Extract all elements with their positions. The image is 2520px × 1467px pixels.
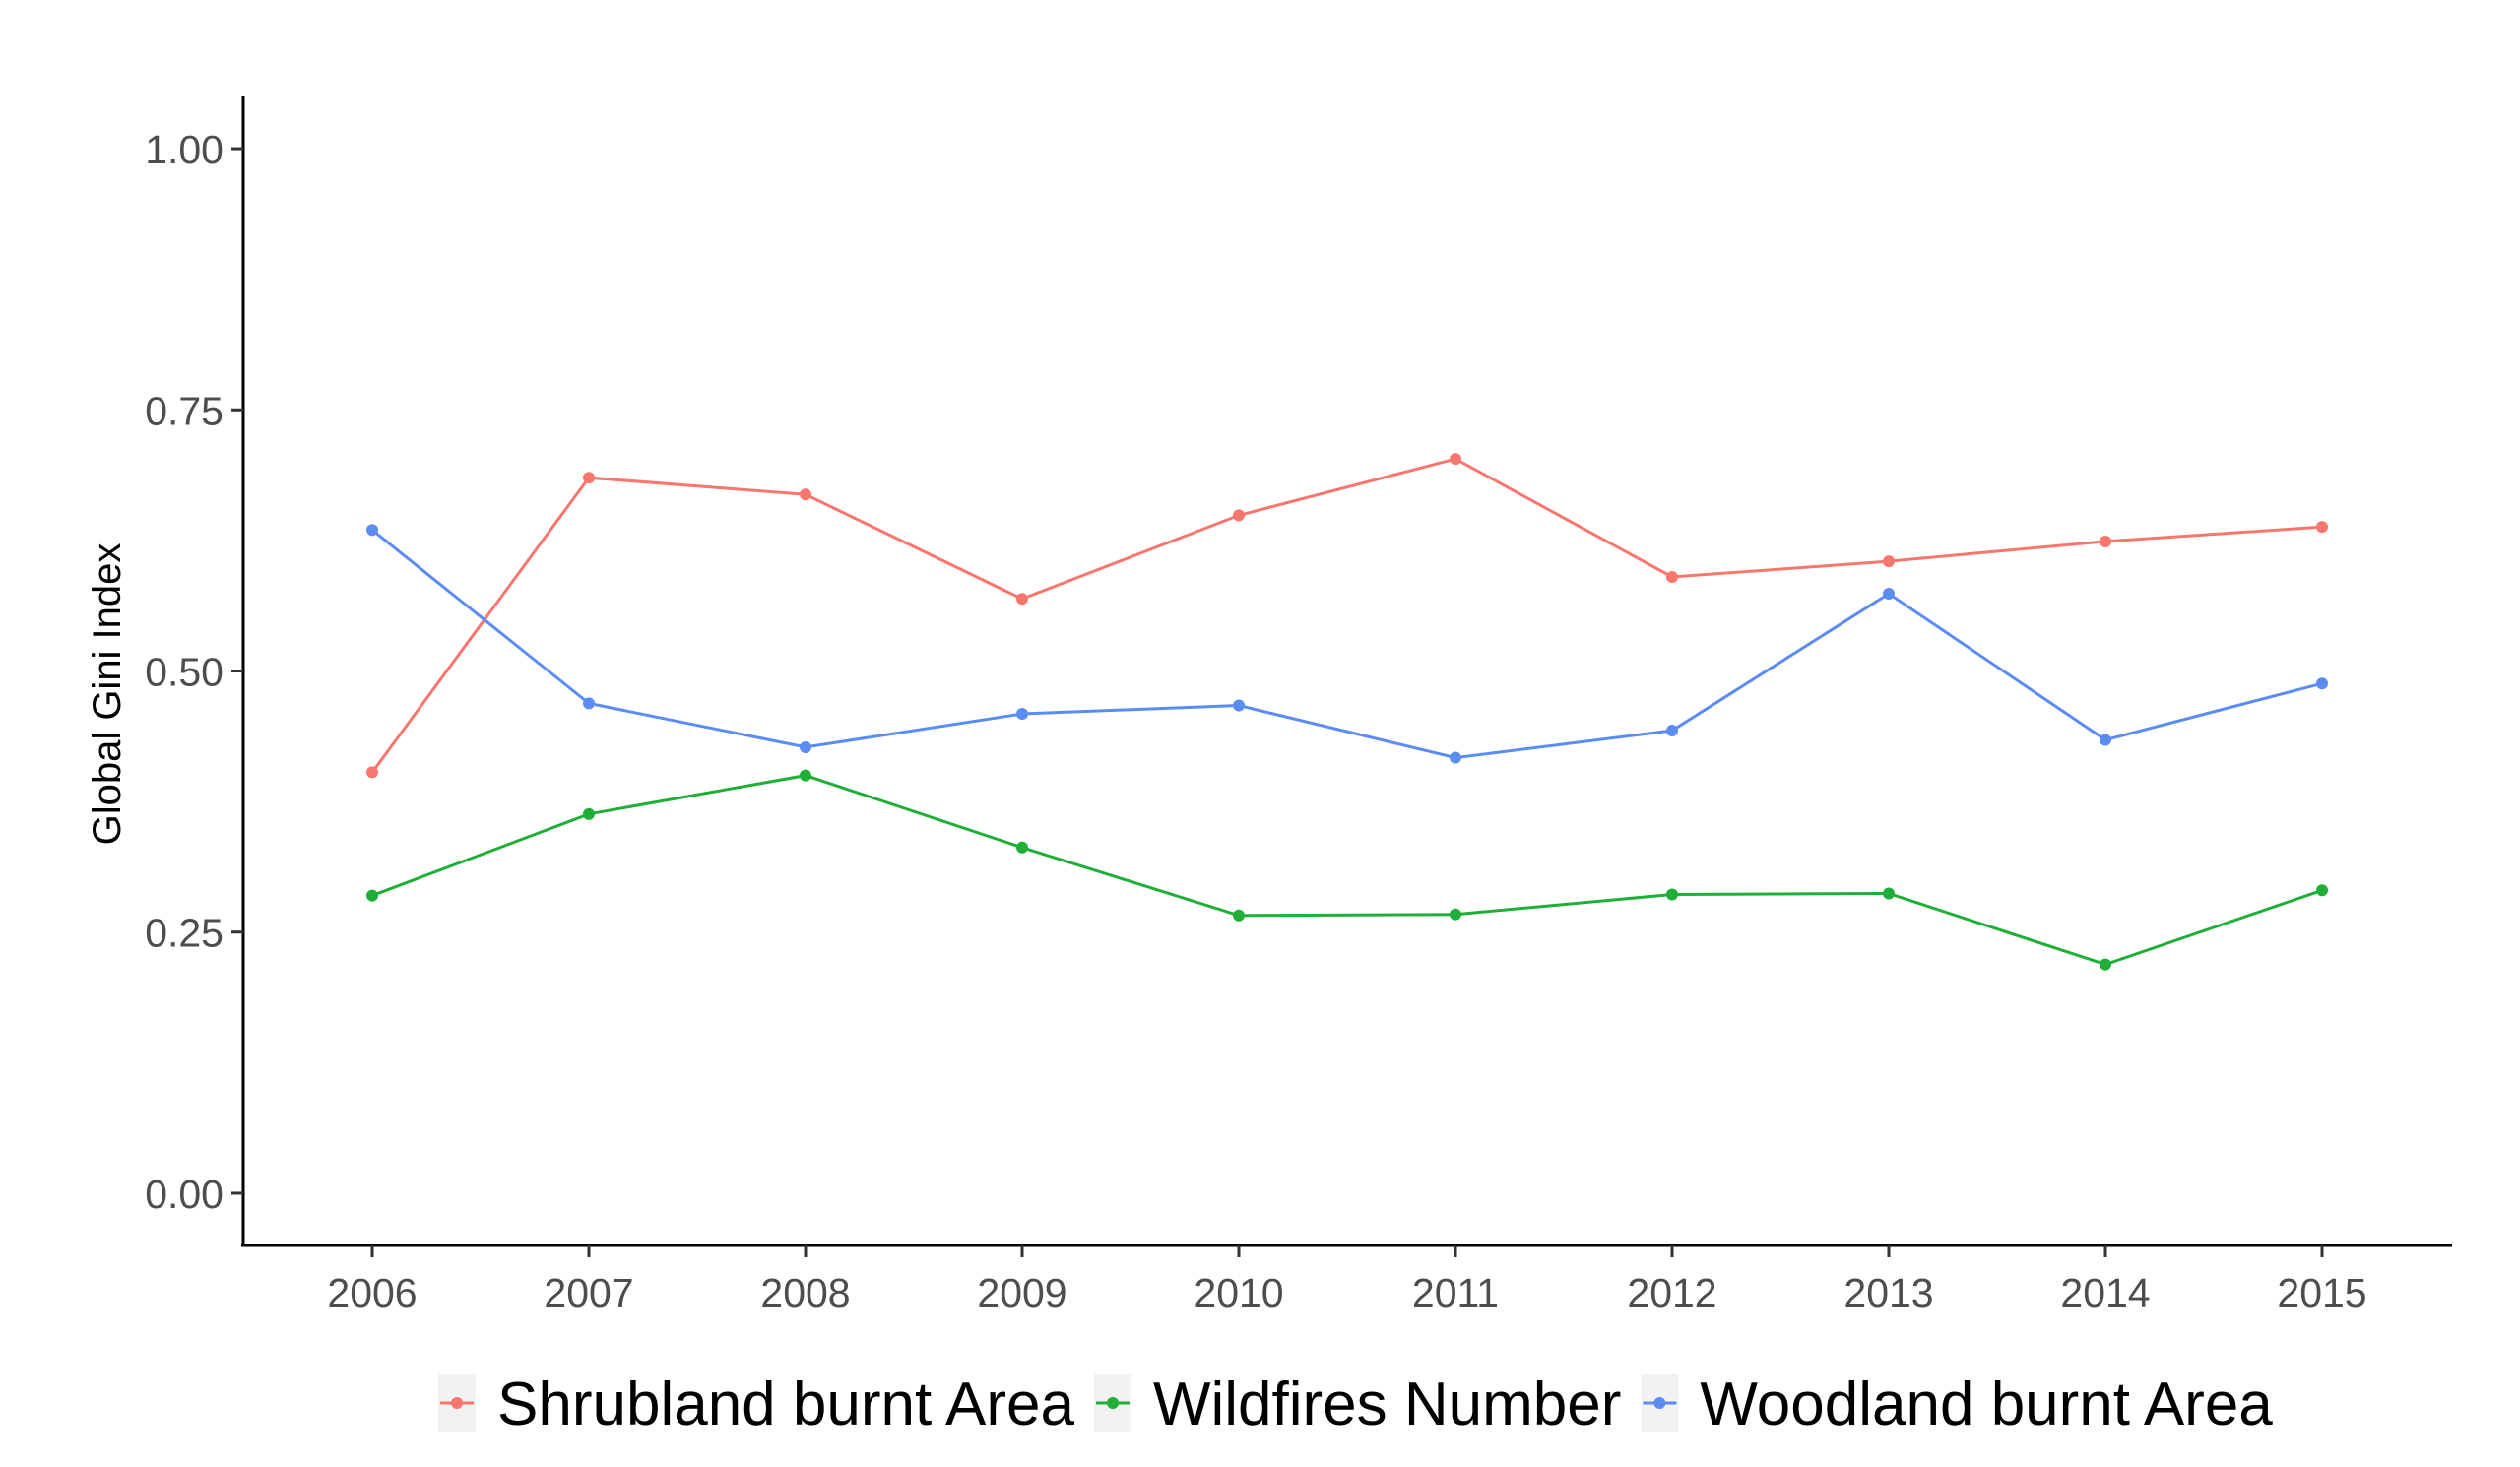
data-point-woodland-burnt-area [1450,751,1461,764]
data-point-wildfires-number [1016,841,1028,854]
data-point-wildfires-number [2100,958,2111,971]
data-point-shrubland-burnt-area [1233,509,1245,522]
series-line-wildfires-number [371,774,2323,967]
data-point-shrubland-burnt-area [1666,571,1678,584]
x-tick-label: 2012 [1627,1270,1716,1315]
data-point-wildfires-number [800,769,811,782]
x-tick-label: 2015 [2277,1270,2366,1315]
data-point-woodland-burnt-area [1233,699,1245,712]
x-tick-label: 2008 [760,1270,850,1315]
data-point-woodland-burnt-area [2316,677,2328,690]
x-tick-label: 2013 [1843,1270,1933,1315]
y-tick-label: 0.75 [145,388,224,433]
data-point-shrubland-burnt-area [1883,555,1895,568]
legend-item-wildfires-number: Wildfires Number [1093,1371,1621,1438]
data-point-shrubland-burnt-area [366,766,378,779]
legend-key-point [451,1397,463,1409]
series-wildfires-number [366,769,2328,971]
x-tick-label: 2006 [327,1270,417,1315]
y-axis-title: Global Gini Index [86,543,129,846]
legend-item-woodland-burnt-area: Woodland burnt Area [1641,1371,2273,1438]
data-point-shrubland-burnt-area [2316,521,2328,534]
data-point-wildfires-number [583,807,595,820]
legend: Shrubland burnt Area Wildfires Number Wood… [438,1371,2273,1438]
data-point-shrubland-burnt-area [2100,535,2111,547]
legend-label: Woodland burnt Area [1700,1371,2273,1438]
y-tick-label: 0.25 [145,911,224,956]
x-tick-label: 2010 [1194,1270,1283,1315]
y-ticks: 0.00 0.25 0.50 0.75 1.00 [145,127,243,1217]
series-woodland-burnt-area [366,524,2328,764]
y-tick-label: 0.50 [145,650,224,695]
data-point-wildfires-number [366,889,378,902]
x-tick-label: 2011 [1412,1270,1499,1315]
legend-key-point [1106,1397,1119,1409]
x-tick-label: 2007 [544,1270,633,1315]
x-tick-label: 2014 [2060,1270,2150,1315]
x-ticks: 2006 2007 2008 2009 2010 2011 2012 2013 2014 2015 [327,1245,2367,1315]
legend-item-shrubland-burnt-area: Shrubland burnt Area [438,1371,1074,1438]
y-tick-label: 1.00 [145,127,224,172]
data-point-wildfires-number [1883,887,1895,900]
data-point-shrubland-burnt-area [1450,453,1461,466]
data-point-woodland-burnt-area [583,697,595,710]
data-point-shrubland-burnt-area [1016,593,1028,606]
series-line-woodland-burnt-area [371,529,2323,760]
x-tick-label: 2009 [977,1270,1066,1315]
data-point-woodland-burnt-area [366,524,378,537]
series-line-shrubland-burnt-area [370,457,2323,774]
data-point-wildfires-number [1666,888,1678,901]
data-point-shrubland-burnt-area [583,472,595,484]
data-point-woodland-burnt-area [1883,587,1895,600]
legend-label: Shrubland burnt Area [497,1371,1074,1438]
data-point-woodland-burnt-area [800,740,811,753]
data-point-wildfires-number [1450,908,1461,921]
data-point-woodland-burnt-area [1666,724,1678,736]
y-tick-label: 0.00 [145,1172,224,1217]
data-point-wildfires-number [1233,909,1245,922]
data-point-woodland-burnt-area [1016,707,1028,720]
data-point-shrubland-burnt-area [800,488,811,501]
data-point-wildfires-number [2316,884,2328,897]
series-shrubland-burnt-area [366,453,2328,779]
legend-label: Wildfires Number [1153,1371,1621,1438]
series-layer [366,453,2328,971]
data-point-woodland-burnt-area [2100,734,2111,746]
legend-key-point [1653,1397,1666,1409]
